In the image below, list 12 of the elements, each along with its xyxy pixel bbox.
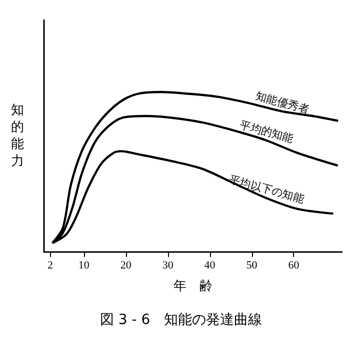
text: 平均的知能 [238,118,295,146]
x-tick-label: 50 [246,260,258,272]
text: 図 3 - 6 知能の発達曲線 [100,312,262,328]
x-tick-label: 2 [48,260,54,272]
y-axis-title: 知的能力 [11,103,24,169]
x-tick-label: 10 [78,260,90,272]
x-axis-title: 年 齢 [174,279,212,294]
x-tick-label: 40 [204,260,216,272]
x-tick-label: 60 [288,260,300,272]
x-tick-label: 30 [162,260,174,272]
x-tick-label: 20 [120,260,132,272]
text: 知能優秀者 [254,89,311,116]
